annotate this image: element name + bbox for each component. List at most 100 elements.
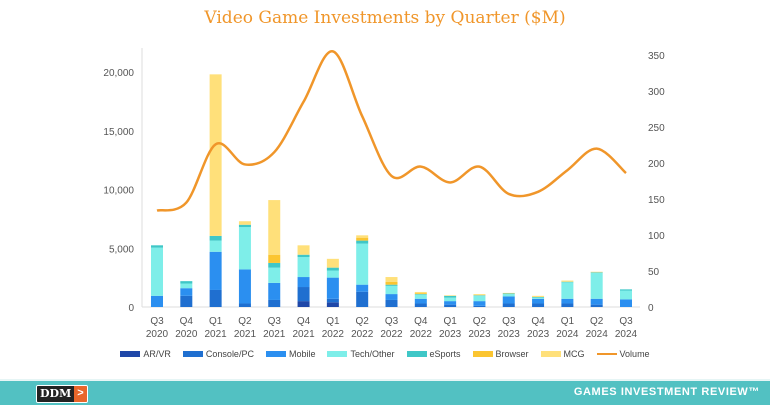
x-tick-label: 2023: [439, 329, 462, 340]
y-tick-right: 300: [648, 87, 665, 98]
bar-mobile: [590, 298, 603, 305]
x-tick-label: 2024: [615, 329, 638, 340]
x-tick-label: 2022: [351, 329, 374, 340]
bar-tech-other: [268, 267, 281, 283]
legend-swatch: [472, 351, 493, 357]
y-tick-left: 10,000: [103, 186, 134, 197]
y-tick-right: 200: [648, 159, 665, 170]
bar-esports: [151, 245, 163, 248]
x-tick-label: Q1: [209, 316, 223, 327]
bar-esports: [590, 272, 603, 273]
bar-mcg: [297, 245, 310, 255]
bar-console-pc: [561, 303, 574, 307]
x-tick-label: 2021: [263, 329, 286, 340]
x-tick-label: Q1: [561, 316, 575, 327]
x-tick-label: 2021: [234, 329, 257, 340]
bar-mobile: [151, 295, 163, 307]
legend-item: Volume: [596, 349, 650, 359]
x-tick-label: 2021: [292, 329, 315, 340]
bar-mcg: [326, 258, 339, 268]
legend-item: Console/PC: [182, 349, 254, 359]
bar-mobile: [620, 299, 632, 307]
x-tick-label: 2023: [498, 329, 521, 340]
bar-console-pc: [473, 305, 486, 307]
x-tick-label: 2021: [205, 329, 228, 340]
volume-line: [156, 50, 627, 212]
bar-browser: [356, 237, 369, 241]
legend-swatch: [120, 351, 141, 357]
bar-esports: [444, 295, 457, 298]
bar-console-pc: [532, 303, 545, 307]
x-tick-label: Q2: [356, 316, 370, 327]
bar-mobile: [502, 296, 515, 304]
bar-tech-other: [532, 297, 545, 299]
x-tick-label: 2023: [527, 329, 550, 340]
bar-esports: [356, 240, 369, 244]
bar-console-pc: [385, 299, 398, 307]
x-tick-label: Q2: [238, 316, 252, 327]
ddm-logo: DDM >: [36, 385, 88, 403]
bar-mobile: [180, 288, 193, 296]
bar-mcg: [561, 280, 574, 282]
x-tick-label: Q3: [385, 316, 399, 327]
bar-browser: [385, 281, 398, 285]
bar-tech-other: [209, 240, 222, 252]
bar-console-pc: [356, 291, 369, 307]
bar-mcg: [268, 200, 281, 255]
y-tick-right: 350: [648, 51, 665, 62]
bar-esports: [238, 224, 251, 228]
bar-tech-other: [414, 294, 427, 299]
bar-esports: [297, 254, 310, 258]
y-tick-right: 250: [648, 123, 665, 134]
bar-mobile: [444, 301, 457, 305]
bar-console-pc: [238, 303, 251, 307]
legend-item: MCG: [540, 349, 585, 359]
bar-esports: [532, 297, 545, 298]
legend-item: Mobile: [265, 349, 315, 359]
y-tick-left: 20,000: [103, 68, 134, 79]
bar-console-pc: [209, 289, 222, 307]
bar-console-pc: [502, 303, 515, 307]
x-tick-label: Q1: [326, 316, 340, 327]
bar-mobile: [297, 277, 310, 288]
bar-mcg: [473, 294, 486, 296]
y-tick-right: 0: [648, 303, 654, 314]
chart-area: 0 5,000 10,000 15,000 20,000 0 50 100 150 200 250 3…: [103, 48, 665, 340]
bar-mcg: [356, 235, 369, 238]
bar-mobile: [414, 298, 427, 304]
legend-item: Tech/Other: [327, 349, 395, 359]
bar-mcg: [590, 271, 603, 273]
bar-esports: [326, 267, 339, 271]
chart-title: Video Game Investments by Quarter ($M): [204, 8, 566, 28]
bar-mobile: [268, 282, 281, 300]
legend-label: Tech/Other: [350, 349, 395, 359]
bar-mcg: [238, 221, 251, 225]
x-tick-label: 2020: [146, 329, 169, 340]
bar-tech-other: [620, 290, 632, 300]
bar-tech-other: [444, 297, 457, 302]
bar-esports: [502, 293, 515, 295]
bar-tech-other: [356, 243, 369, 285]
bar-tech-other: [473, 295, 486, 302]
bar-mobile: [326, 277, 339, 299]
legend-label: Browser: [495, 349, 529, 359]
legend-item: eSports: [406, 349, 461, 359]
legend-label: AR/VR: [143, 349, 171, 359]
y-tick-left: 15,000: [103, 127, 134, 138]
bar-mcg: [385, 277, 398, 282]
bar-mobile: [238, 269, 251, 304]
bar-esports: [209, 235, 222, 241]
bar-mobile: [209, 251, 222, 290]
bar-tech-other: [151, 247, 163, 296]
x-tick-label: 2022: [380, 329, 403, 340]
bar-console-pc: [180, 295, 193, 307]
legend-label: MCG: [563, 349, 585, 359]
bar-mobile: [385, 294, 398, 300]
bar-tech-other: [326, 270, 339, 278]
bar-mobile: [532, 298, 545, 304]
bar-esports: [385, 284, 398, 286]
x-tick-label: Q4: [531, 316, 545, 327]
bar-tech-other: [297, 257, 310, 278]
bar-tech-other: [385, 285, 398, 295]
legend-item: Browser: [472, 349, 529, 359]
